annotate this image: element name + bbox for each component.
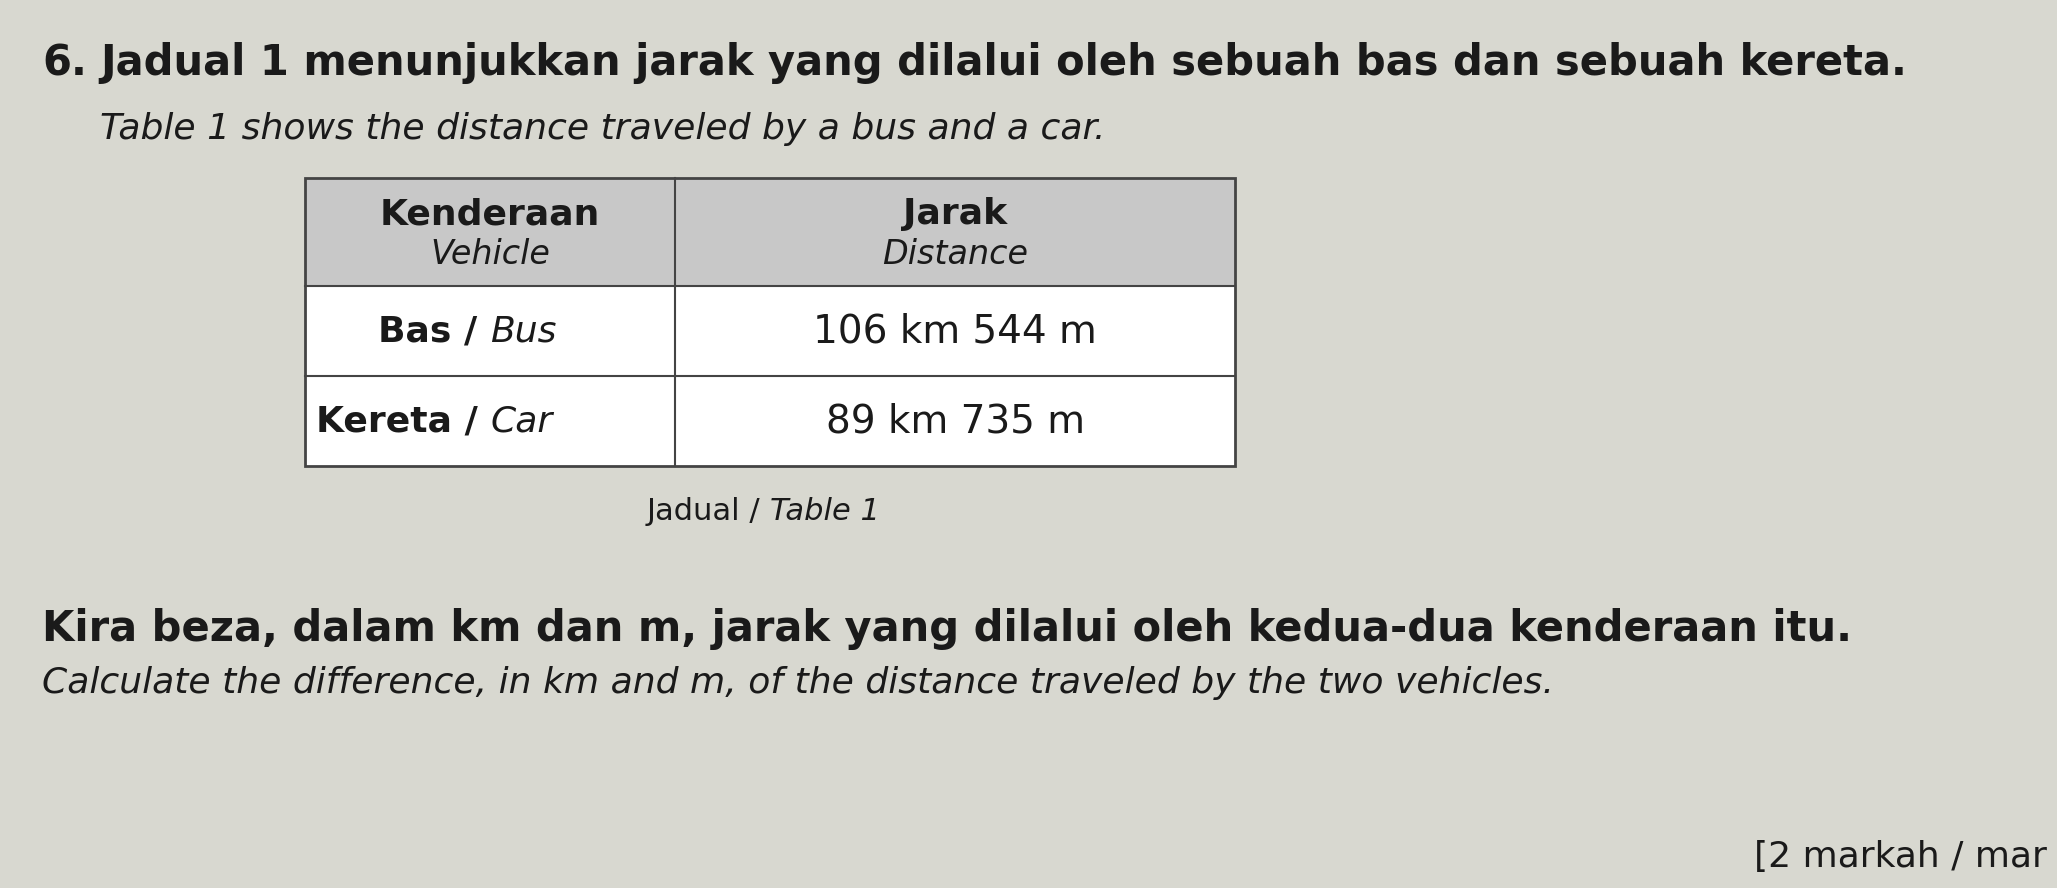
Text: Distance: Distance [882, 237, 1028, 271]
Text: Table 1 shows the distance traveled by a bus and a car.: Table 1 shows the distance traveled by a… [101, 112, 1105, 146]
Text: Table 1: Table 1 [769, 496, 880, 526]
Text: Car: Car [490, 404, 551, 438]
Bar [304, 178, 1234, 466]
Text: Jadual /: Jadual / [646, 496, 769, 526]
Bar [304, 286, 1234, 376]
Text: Kenderaan: Kenderaan [381, 197, 601, 231]
Bar [304, 178, 1234, 286]
Text: Calculate the difference, in km and m, of the distance traveled by the two vehic: Calculate the difference, in km and m, o… [41, 666, 1553, 700]
Text: [2 markah / mar: [2 markah / mar [1755, 840, 2047, 874]
Text: Kereta /: Kereta / [315, 404, 490, 438]
Text: Bus: Bus [490, 314, 557, 348]
Text: Kira beza, dalam km dan m, jarak yang dilalui oleh kedua-dua kenderaan itu.: Kira beza, dalam km dan m, jarak yang di… [41, 608, 1851, 650]
Text: Vehicle: Vehicle [430, 237, 549, 271]
Text: 6.: 6. [41, 42, 86, 84]
Text: Jarak: Jarak [903, 197, 1008, 231]
Text: Jadual 1 menunjukkan jarak yang dilalui oleh sebuah bas dan sebuah kereta.: Jadual 1 menunjukkan jarak yang dilalui … [101, 42, 1907, 84]
Text: Bas /: Bas / [378, 314, 490, 348]
Text: 106 km 544 m: 106 km 544 m [813, 312, 1096, 350]
Text: 89 km 735 m: 89 km 735 m [825, 402, 1084, 440]
Bar [304, 376, 1234, 466]
